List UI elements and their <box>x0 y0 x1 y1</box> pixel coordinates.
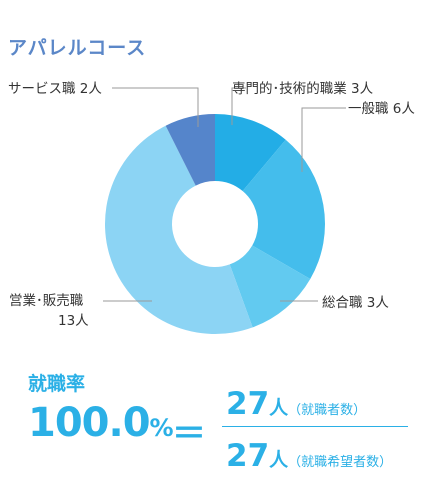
employment-rate-title: 就職率 <box>28 373 86 395</box>
label-career-track: 総合職 3人 <box>322 295 389 311</box>
equals-sign: ＝ <box>172 414 206 454</box>
rate-unit: % <box>149 414 174 442</box>
label-service: サービス職 2人 <box>8 81 102 97</box>
leader-service <box>112 87 199 127</box>
employed-unit: 人 <box>269 397 289 419</box>
slice-career-track <box>229 245 311 328</box>
label-sales-line2: 13人 <box>58 313 89 329</box>
leader-general-clerical <box>301 107 346 172</box>
employment-rate-value: 100.0% <box>28 400 174 446</box>
employed-count: 27人（就職者数） <box>226 386 366 422</box>
donut-chart <box>103 87 346 334</box>
employed-label: （就職者数） <box>288 403 367 418</box>
applicants-label: （就職希望者数） <box>288 455 393 470</box>
slice-professional-technical <box>215 114 286 192</box>
employed-number: 27 <box>226 386 270 422</box>
chart-title: アパレルコース <box>8 37 147 59</box>
rate-number: 100.0 <box>28 400 151 446</box>
label-professional-technical: 専門的･技術的職業 3人 <box>232 81 374 97</box>
fraction-line <box>222 426 408 427</box>
slice-service <box>165 114 215 186</box>
applicants-unit: 人 <box>269 449 289 471</box>
applicants-number: 27 <box>226 438 270 474</box>
label-general-clerical: 一般職 6人 <box>348 101 415 117</box>
label-sales-line1: 営業･販売職 <box>9 293 84 309</box>
slice-general-clerical <box>242 139 326 279</box>
applicants-count: 27人（就職希望者数） <box>226 438 392 474</box>
slice-sales <box>105 125 253 334</box>
leader-professional-technical <box>231 87 246 125</box>
